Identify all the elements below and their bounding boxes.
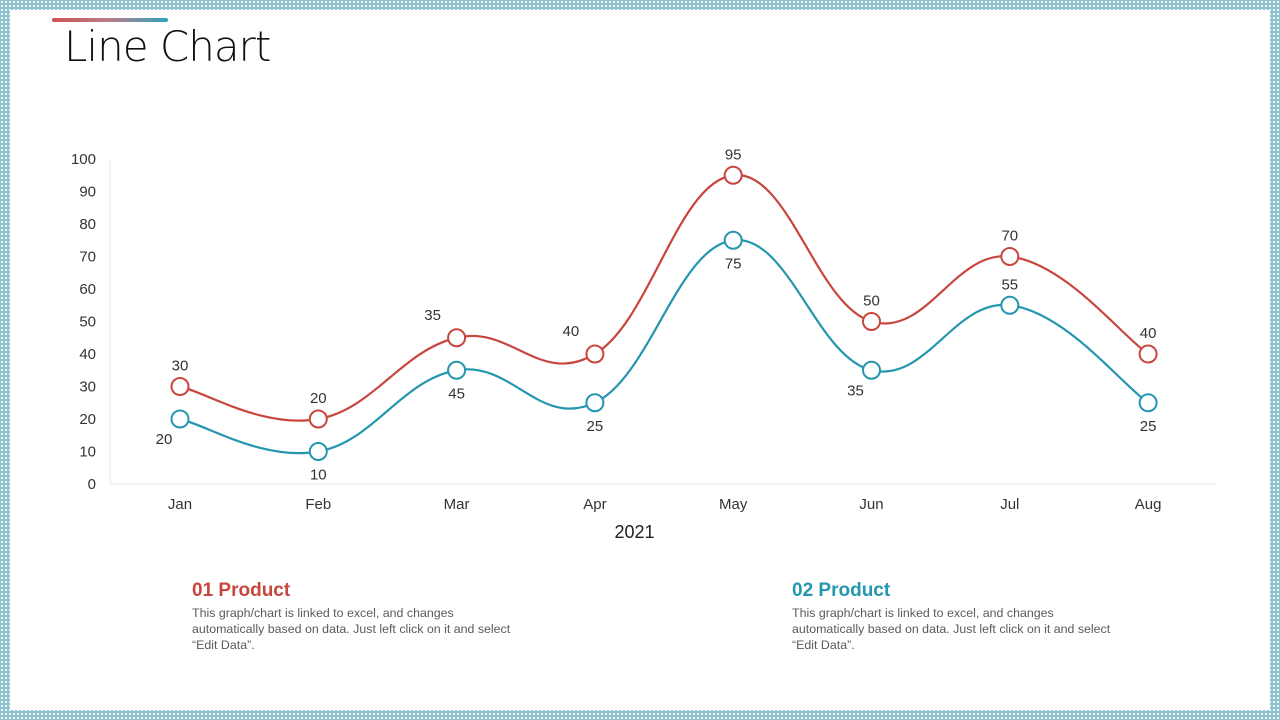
series-1-point-mar xyxy=(447,328,467,348)
y-tick-label-30: 30 xyxy=(79,379,96,396)
series-1-data-label-apr: 40 xyxy=(563,323,580,340)
series-1-data-label-jan: 30 xyxy=(172,358,189,375)
x-axis-title: 2021 xyxy=(614,522,654,542)
line-chart[interactable]: 0 10 20 30 40 50 60 70 80 90 100 Jan Feb Mar Apr May Jun… xyxy=(10,10,1270,570)
y-tick-label-20: 20 xyxy=(79,411,96,428)
x-tick-label-aug: Aug xyxy=(1135,496,1162,513)
series-1-point-jul xyxy=(1000,247,1020,266)
y-tick-label-50: 50 xyxy=(79,314,96,331)
y-tick-label-100: 100 xyxy=(71,151,96,168)
series-2-data-label-jan: 20 xyxy=(156,431,173,448)
series-2-point-jun xyxy=(862,360,881,380)
series-1-data-label-feb: 20 xyxy=(310,390,327,407)
series-2-point-feb xyxy=(308,442,328,461)
page-title: Line Chart xyxy=(64,22,271,71)
x-tick-label-jul: Jul xyxy=(1000,496,1019,513)
x-tick-label-feb: Feb xyxy=(305,496,331,513)
series-1-point-aug xyxy=(1138,344,1158,364)
title-accent-bar xyxy=(52,18,168,22)
series-1-data-label-aug: 40 xyxy=(1140,325,1157,342)
series-1-line xyxy=(179,174,1149,422)
series-2-data-label-feb: 10 xyxy=(310,467,327,484)
series-2-point-jan xyxy=(170,409,190,429)
x-tick-label-may: May xyxy=(719,496,748,513)
series-2-data-label-apr: 25 xyxy=(587,418,604,435)
series-2-point-apr xyxy=(585,393,605,413)
product-2-legend: 02 Product This graph/chart is linked to… xyxy=(792,580,1112,653)
x-tick-label-jun: Jun xyxy=(859,496,883,513)
y-tick-label-40: 40 xyxy=(79,346,96,363)
product-2-title: 02 Product xyxy=(792,580,891,601)
series-1-point-feb xyxy=(308,409,328,429)
series-1-data-label-mar: 35 xyxy=(424,307,441,324)
x-tick-label-mar: Mar xyxy=(444,496,470,513)
y-tick-label-70: 70 xyxy=(79,249,96,266)
series-1-point-may xyxy=(723,165,743,185)
series-1-data-label-jun: 50 xyxy=(863,293,880,310)
series-1-point-jun xyxy=(862,312,881,331)
series-2-data-label-may: 75 xyxy=(725,255,742,272)
series-2-point-mar xyxy=(447,360,467,380)
product-2-description: This graph/chart is linked to excel, and… xyxy=(792,606,1111,652)
series-2-point-aug xyxy=(1138,393,1158,413)
product-1-title: 01 Product xyxy=(192,580,291,601)
series-1-data-label-may: 95 xyxy=(725,146,742,163)
y-tick-label-90: 90 xyxy=(79,184,96,201)
product-1-description: This graph/chart is linked to excel, and… xyxy=(192,606,511,652)
series-1-data-label-jul: 70 xyxy=(1001,228,1018,245)
series-2-line xyxy=(179,239,1149,455)
series-2-data-label-jun: 35 xyxy=(847,382,864,399)
slide: Line Chart 0 10 20 30 40 50 60 70 80 90 100 Jan Feb M… xyxy=(10,10,1270,710)
y-tick-label-10: 10 xyxy=(79,444,96,461)
series-2-point-may xyxy=(723,230,743,250)
series-1-point-apr xyxy=(585,344,605,364)
y-tick-label-0: 0 xyxy=(88,476,96,493)
x-tick-label-jan: Jan xyxy=(168,496,192,513)
series-2-data-label-aug: 25 xyxy=(1140,418,1157,435)
product-1-legend: 01 Product This graph/chart is linked to… xyxy=(192,580,512,653)
series-2-data-label-jul: 55 xyxy=(1001,276,1018,293)
y-tick-label-60: 60 xyxy=(79,281,96,298)
series-2-data-label-mar: 45 xyxy=(448,385,465,402)
series-2-point-jul xyxy=(1000,295,1020,315)
y-tick-label-80: 80 xyxy=(79,216,96,233)
x-tick-label-apr: Apr xyxy=(583,496,606,513)
series-1-point-jan xyxy=(170,377,190,396)
